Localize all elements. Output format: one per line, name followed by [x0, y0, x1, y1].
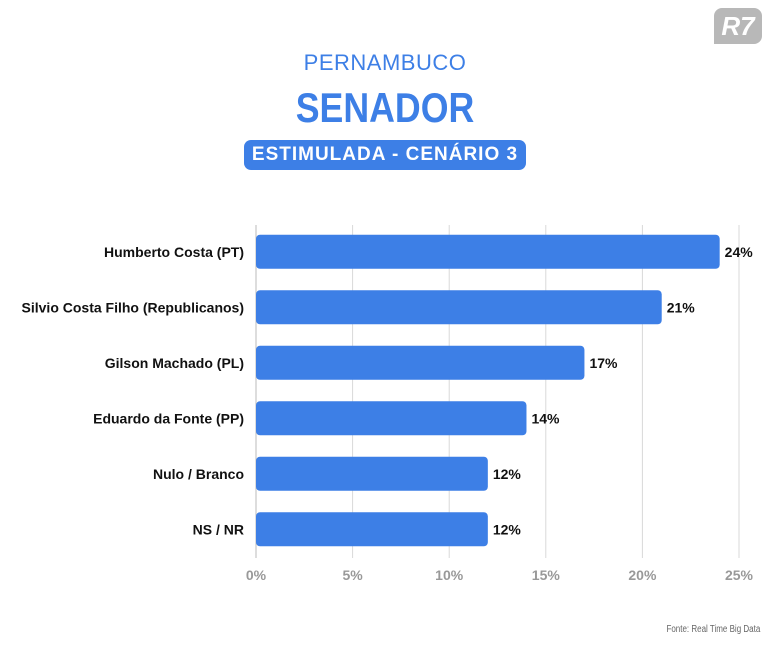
data-label: 12% — [493, 521, 522, 537]
bar — [256, 345, 585, 380]
data-label: 21% — [667, 299, 696, 315]
category-label: NS / NR — [193, 521, 244, 537]
category-label: Nulo / Branco — [153, 466, 244, 482]
x-tick-label: 25% — [725, 567, 754, 583]
category-label: Humberto Costa (PT) — [104, 244, 244, 260]
x-tick-label: 20% — [628, 567, 657, 583]
bar — [256, 401, 527, 436]
data-label: 14% — [531, 410, 560, 426]
x-tick-label: 0% — [246, 567, 267, 583]
bar — [256, 234, 720, 269]
category-label: Silvio Costa Filho (Republicanos) — [22, 299, 244, 315]
data-label: 12% — [493, 466, 522, 482]
chart-title: SENADOR — [295, 84, 475, 131]
scenario-badge: ESTIMULADA - CENÁRIO 3 — [243, 140, 527, 170]
bar — [256, 290, 662, 325]
x-tick-label: 5% — [342, 567, 363, 583]
r7-logo: R7 — [714, 8, 762, 44]
category-label: Gilson Machado (PL) — [105, 355, 244, 371]
bar — [256, 512, 488, 547]
source-note: Fonte: Real Time Big Data — [666, 624, 760, 635]
bar — [256, 456, 488, 491]
x-tick-label: 10% — [435, 567, 464, 583]
x-tick-label: 15% — [532, 567, 561, 583]
category-label: Eduardo da Fonte (PP) — [93, 410, 244, 426]
region-title: PERNAMBUCO — [303, 50, 467, 75]
data-label: 17% — [589, 355, 618, 371]
data-label: 24% — [725, 244, 754, 260]
